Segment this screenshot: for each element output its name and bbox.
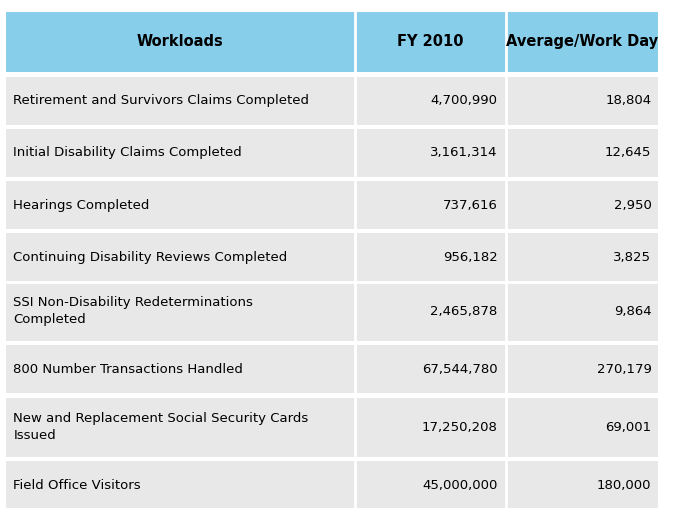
Text: Hearings Completed: Hearings Completed [14,199,149,211]
Text: 180,000: 180,000 [597,479,652,492]
Bar [5,181,659,229]
Text: 69,001: 69,001 [605,421,652,434]
Bar [5,345,659,393]
Text: FY 2010: FY 2010 [397,34,464,49]
Bar [5,233,659,341]
Text: 9,864: 9,864 [614,305,652,318]
Bar [5,461,659,509]
Text: 270,179: 270,179 [596,363,652,376]
Text: 800 Number Transactions Handled: 800 Number Transactions Handled [14,363,243,376]
Text: 3,161,314: 3,161,314 [430,146,498,159]
Text: 3,825: 3,825 [613,251,652,264]
Text: Continuing Disability Reviews Completed: Continuing Disability Reviews Completed [14,251,287,264]
Text: 18,804: 18,804 [605,94,652,107]
Text: 956,182: 956,182 [443,251,498,264]
Text: Initial Disability Claims Completed: Initial Disability Claims Completed [14,146,242,159]
Text: 67,544,780: 67,544,780 [422,363,498,376]
Text: 45,000,000: 45,000,000 [422,479,498,492]
Bar [5,129,659,177]
Text: 12,645: 12,645 [605,146,652,159]
Text: 17,250,208: 17,250,208 [422,421,498,434]
Text: Retirement and Survivors Claims Completed: Retirement and Survivors Claims Complete… [14,94,310,107]
Text: Field Office Visitors: Field Office Visitors [14,479,141,492]
Text: 4,700,990: 4,700,990 [431,94,498,107]
Text: SSI Non-Disability Redeterminations
Completed: SSI Non-Disability Redeterminations Comp… [14,296,254,326]
Bar [5,76,659,125]
Bar [5,398,659,457]
Text: 2,950: 2,950 [614,199,652,211]
Text: 737,616: 737,616 [443,199,498,211]
Text: New and Replacement Social Security Cards
Issued: New and Replacement Social Security Card… [14,412,308,442]
Text: Workloads: Workloads [137,34,224,49]
Text: Average/Work Day: Average/Work Day [506,34,658,49]
Text: 2,465,878: 2,465,878 [431,305,498,318]
Bar [5,11,659,72]
